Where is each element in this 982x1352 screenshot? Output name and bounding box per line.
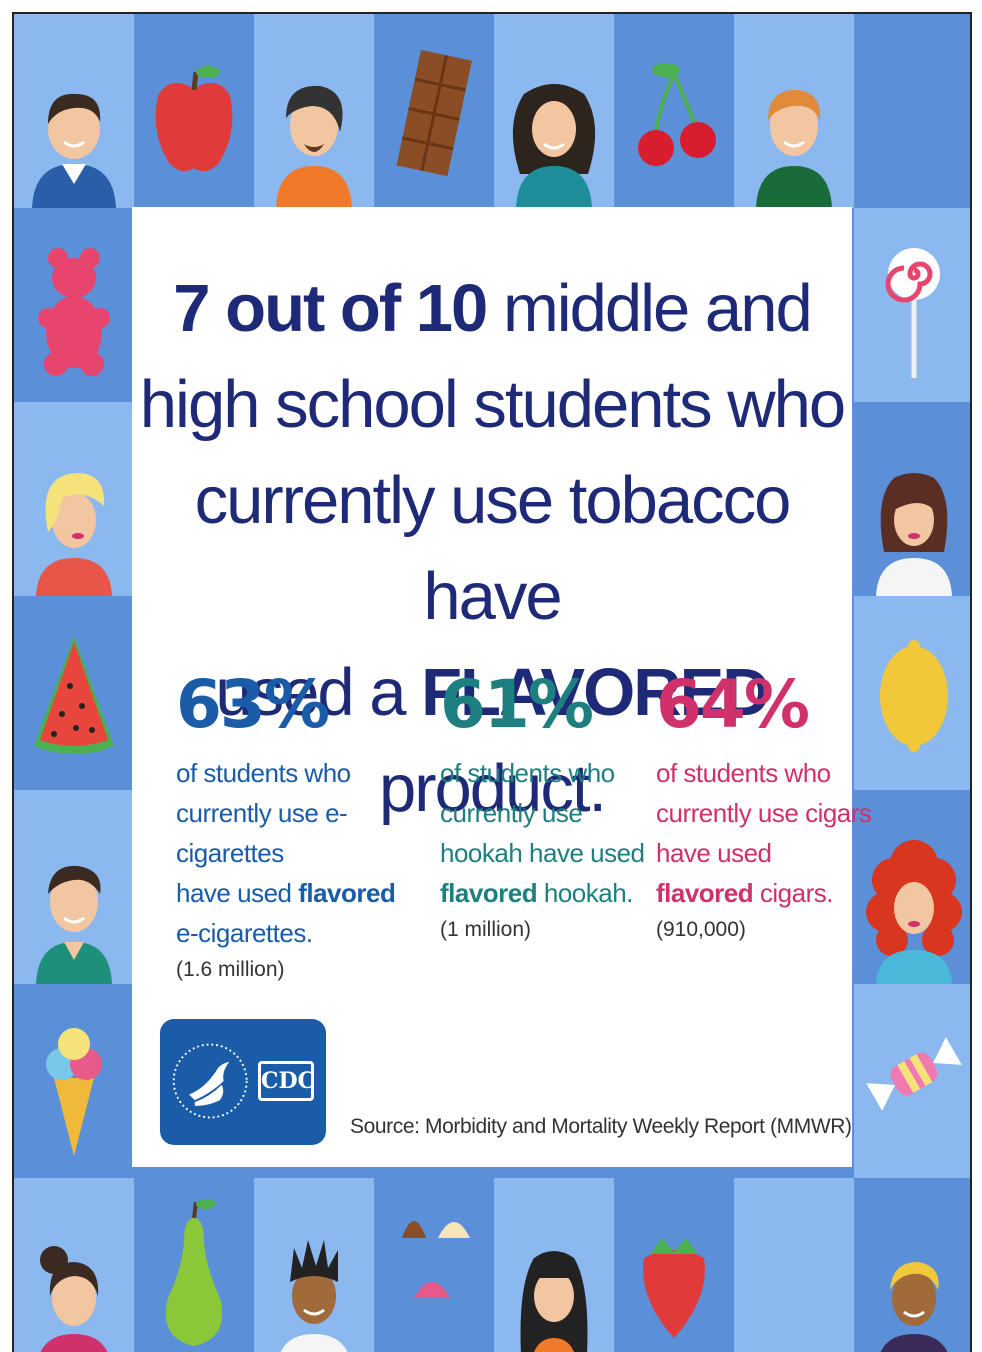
stat-line: of students who xyxy=(176,758,351,788)
stat-description: of students who currently use hookah hav… xyxy=(440,753,680,913)
border-tile xyxy=(734,1178,854,1352)
stat-line: e-cigarettes. xyxy=(176,918,313,948)
brunette-woman-avatar-icon xyxy=(854,402,970,596)
stat-line: hookah have used xyxy=(440,838,645,868)
stat-flavored: flavored xyxy=(298,878,396,908)
stat-count: (1.6 million) xyxy=(176,958,285,981)
stat-line: hookah. xyxy=(537,878,634,908)
stat-description: of students who currently use cigars hav… xyxy=(656,753,896,913)
content-panel: 7 out of 10 middle and high school stude… xyxy=(132,207,872,1167)
stat-percent: 63% xyxy=(176,666,330,743)
stat-percent: 61% xyxy=(440,666,594,743)
stat-description: of students who currently use e-cigarett… xyxy=(176,753,416,953)
headline-highlight: 7 out of 10 xyxy=(173,271,488,346)
pear-icon xyxy=(134,1178,254,1352)
stat-cigars: 64% of students who currently use cigars… xyxy=(656,665,896,947)
apple-icon xyxy=(134,14,254,208)
gummy-bear-icon xyxy=(14,208,134,402)
lollipop-icon xyxy=(854,208,970,402)
bun-woman-avatar-icon xyxy=(14,1178,134,1352)
woman-avatar-icon xyxy=(494,14,614,208)
bearded-man-avatar-icon xyxy=(254,14,374,208)
stat-hookah: 61% of students who currently use hookah… xyxy=(440,665,680,947)
stat-count: (910,000) xyxy=(656,918,746,941)
curly-redhead-avatar-icon xyxy=(854,790,970,984)
stat-line: of students who xyxy=(656,758,831,788)
headline-line-4-end: product. xyxy=(378,751,607,826)
stat-flavored: flavored xyxy=(440,878,538,908)
stat-line: have used xyxy=(176,878,299,908)
infographic-frame: 7 out of 10 middle and high school stude… xyxy=(12,12,972,1352)
lemon-icon xyxy=(854,596,970,790)
cdc-logo-text: CDC xyxy=(258,1061,315,1101)
stat-percent: 64% xyxy=(656,666,810,743)
hhs-eagle-seal-icon xyxy=(172,1043,248,1119)
chocolates-icon xyxy=(374,1178,494,1352)
headline-line-4: used a xyxy=(215,655,422,730)
stat-count: (1 million) xyxy=(440,918,532,941)
blonde-man-avatar-icon xyxy=(854,1178,970,1352)
headline-line-1: middle and xyxy=(486,271,813,346)
hhs-cdc-logo: CDC xyxy=(160,1019,326,1145)
long-hair-woman-avatar-icon xyxy=(494,1178,614,1352)
stat-line: currently use cigars xyxy=(656,798,872,828)
man-avatar-icon xyxy=(14,790,134,984)
stat-line: of students who xyxy=(440,758,615,788)
ice-cream-cone-icon xyxy=(14,984,134,1178)
stat-line: currently use xyxy=(440,798,583,828)
headline-flavored: FLAVORED xyxy=(421,655,771,730)
stat-line: cigars. xyxy=(753,878,834,908)
strawberry-icon xyxy=(614,1178,734,1352)
chocolate-bar-icon xyxy=(374,14,494,208)
boy-avatar-icon xyxy=(14,14,134,208)
stat-flavored: flavored xyxy=(656,878,754,908)
cherries-icon xyxy=(614,14,734,208)
source-citation: Source: Morbidity and Mortality Weekly R… xyxy=(350,1115,852,1138)
stat-line: have used xyxy=(656,838,772,868)
stat-e-cigarettes: 63% of students who currently use e-ciga… xyxy=(176,665,416,987)
spiky-hair-man-avatar-icon xyxy=(254,1178,374,1352)
headline-line-3: currently use tobacco have xyxy=(194,463,792,634)
wrapped-candy-icon xyxy=(854,984,970,1178)
headline-line-2: high school students who xyxy=(139,367,846,442)
redhead-man-avatar-icon xyxy=(734,14,854,208)
watermelon-icon xyxy=(14,596,134,790)
stat-line: currently use e-cigarettes xyxy=(176,798,348,868)
blonde-woman-avatar-icon xyxy=(14,402,134,596)
headline: 7 out of 10 middle and high school stude… xyxy=(132,261,852,837)
border-tile xyxy=(854,14,970,208)
